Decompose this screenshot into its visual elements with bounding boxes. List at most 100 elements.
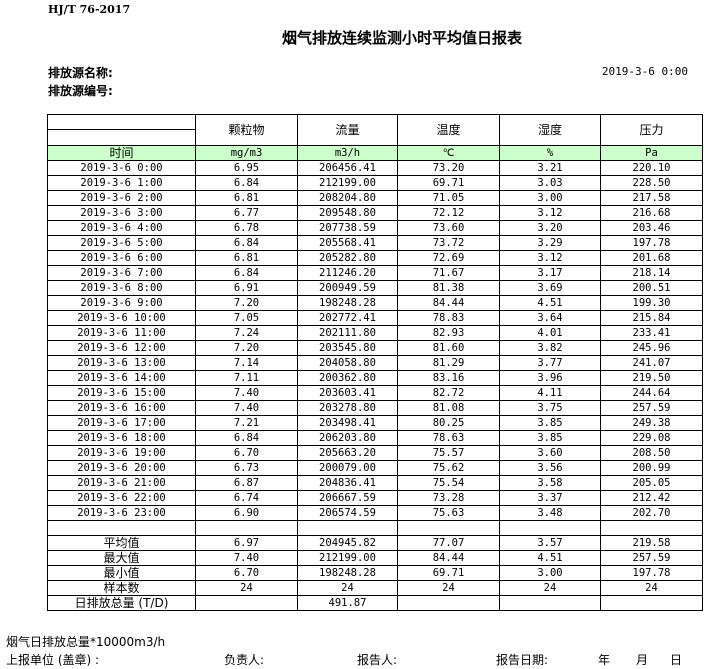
- cell-pressure: 201.68: [600, 250, 703, 266]
- cell-pressure: 215.84: [600, 310, 703, 326]
- summary-row: 样本数 24 24 24 24 24: [47, 580, 703, 596]
- cell-flow: 202772.41: [297, 310, 398, 326]
- summary-row: 最小值 6.70 198248.28 69.71 3.00 197.78: [47, 565, 703, 581]
- cell-time: 2019-3-6 10:00: [47, 310, 196, 326]
- cell-particulate: 6.81: [195, 250, 298, 266]
- footer-note: 烟气日排放总量*10000m3/h: [6, 635, 166, 649]
- cell-flow: 212199.00: [297, 550, 398, 566]
- table-row: 2019-3-6 9:00 7.20 198248.28 84.44 4.51 199.3…: [47, 295, 703, 311]
- day-label: 日: [670, 653, 683, 667]
- cell-humidity: 3.48: [499, 505, 601, 521]
- cell-time: 2019-3-6 22:00: [47, 490, 196, 506]
- cell-humidity: 4.51: [499, 550, 601, 566]
- cell-temperature: 81.38: [397, 280, 500, 296]
- summary-row: 日排放总量 (T/D) 491.87: [47, 595, 703, 611]
- cell-pressure: 229.08: [600, 430, 703, 446]
- cell-flow: 491.87: [297, 595, 398, 611]
- cell-pressure: 216.68: [600, 205, 703, 221]
- table-row: 2019-3-6 7:00 6.84 211246.20 71.67 3.17 218.1…: [47, 265, 703, 281]
- cell-particulate: 24: [195, 580, 298, 596]
- cell-temperature: 75.63: [397, 505, 500, 521]
- cell-humidity: 3.60: [499, 445, 601, 461]
- cell-particulate: 6.74: [195, 490, 298, 506]
- cell-time: 2019-3-6 13:00: [47, 355, 196, 371]
- cell-flow: 205568.41: [297, 235, 398, 251]
- cell-particulate: 7.20: [195, 340, 298, 356]
- cell-humidity: 3.85: [499, 415, 601, 431]
- cell-temperature: 75.54: [397, 475, 500, 491]
- cell-time: 2019-3-6 16:00: [47, 400, 196, 416]
- cell-temperature: 75.62: [397, 460, 500, 476]
- cell-temperature: 78.63: [397, 430, 500, 446]
- cell-temperature: [397, 595, 500, 611]
- cell-pressure: 220.10: [600, 160, 703, 176]
- cell-particulate: 6.78: [195, 220, 298, 236]
- cell-humidity: 24: [499, 580, 601, 596]
- cell-particulate: 7.24: [195, 325, 298, 341]
- table-row: 2019-3-6 14:00 7.11 200362.80 83.16 3.96 219.…: [47, 370, 703, 386]
- cell-particulate: 6.84: [195, 175, 298, 191]
- cell-time: 2019-3-6 14:00: [47, 370, 196, 386]
- cell-flow: 204945.82: [297, 535, 398, 551]
- cell-temperature: 73.60: [397, 220, 500, 236]
- reporting-unit-label: 上报单位 (盖章) :: [6, 653, 100, 667]
- cell-particulate: 7.05: [195, 310, 298, 326]
- cell-pressure: 24: [600, 580, 703, 596]
- cell-humidity: 3.29: [499, 235, 601, 251]
- cell-humidity: 3.17: [499, 265, 601, 281]
- cell-particulate: 6.95: [195, 160, 298, 176]
- source-name-label: 排放源名称:: [48, 66, 113, 80]
- table-row: 2019-3-6 19:00 6.70 205663.20 75.57 3.60 208.…: [47, 445, 703, 461]
- cell-pressure: 197.78: [600, 235, 703, 251]
- cell-particulate: 7.40: [195, 385, 298, 401]
- cell-temperature: 82.72: [397, 385, 500, 401]
- cell-flow: 203603.41: [297, 385, 398, 401]
- cell-temperature: 80.25: [397, 415, 500, 431]
- cell-time: 2019-3-6 21:00: [47, 475, 196, 491]
- cell-humidity: 3.57: [499, 535, 601, 551]
- cell-humidity: [499, 595, 601, 611]
- col-header-particulate: 颗粒物: [195, 114, 298, 146]
- cell-flow: 198248.28: [297, 295, 398, 311]
- unit-humidity: %: [499, 145, 601, 161]
- cell-particulate: 6.90: [195, 505, 298, 521]
- cell-flow: 206203.80: [297, 430, 398, 446]
- cell-flow: 204836.41: [297, 475, 398, 491]
- unit-temperature: ℃: [397, 145, 500, 161]
- table-row: 2019-3-6 22:00 6.74 206667.59 73.28 3.37 212.…: [47, 490, 703, 506]
- cell-humidity: 3.21: [499, 160, 601, 176]
- cell-pressure: 200.51: [600, 280, 703, 296]
- cell-particulate: 7.40: [195, 550, 298, 566]
- cell-temperature: 81.08: [397, 400, 500, 416]
- cell-time: 最小值: [47, 565, 196, 581]
- cell-temperature: 78.83: [397, 310, 500, 326]
- cell-time: 2019-3-6 23:00: [47, 505, 196, 521]
- cell-humidity: 3.12: [499, 250, 601, 266]
- cell-particulate: [195, 595, 298, 611]
- cell-flow: 202111.80: [297, 325, 398, 341]
- cell-time: 2019-3-6 17:00: [47, 415, 196, 431]
- cell-temperature: 82.93: [397, 325, 500, 341]
- table-row: 2019-3-6 18:00 6.84 206203.80 78.63 3.85 229.…: [47, 430, 703, 446]
- cell-humidity: 3.37: [499, 490, 601, 506]
- cell-time: 2019-3-6 2:00: [47, 190, 196, 206]
- cell-time: 2019-3-6 4:00: [47, 220, 196, 236]
- cell-pressure: 197.78: [600, 565, 703, 581]
- cell-pressure: 233.41: [600, 325, 703, 341]
- cell-pressure: 219.50: [600, 370, 703, 386]
- cell-pressure: 244.64: [600, 385, 703, 401]
- source-number-label: 排放源编号:: [48, 84, 113, 98]
- cell-time: 2019-3-6 12:00: [47, 340, 196, 356]
- table-row: 2019-3-6 21:00 6.87 204836.41 75.54 3.58 205.…: [47, 475, 703, 491]
- empty-cell: [195, 520, 298, 536]
- table-row: 2019-3-6 13:00 7.14 204058.80 81.29 3.77 241.…: [47, 355, 703, 371]
- cell-particulate: 6.81: [195, 190, 298, 206]
- table-row: 2019-3-6 17:00 7.21 203498.41 80.25 3.85 249.…: [47, 415, 703, 431]
- cell-time: 2019-3-6 7:00: [47, 265, 196, 281]
- cell-time: 样本数: [47, 580, 196, 596]
- cell-temperature: 72.69: [397, 250, 500, 266]
- cell-time: 最大值: [47, 550, 196, 566]
- cell-humidity: 4.01: [499, 325, 601, 341]
- standard-code: HJ/T 76-2017: [48, 3, 131, 16]
- cell-humidity: 3.96: [499, 370, 601, 386]
